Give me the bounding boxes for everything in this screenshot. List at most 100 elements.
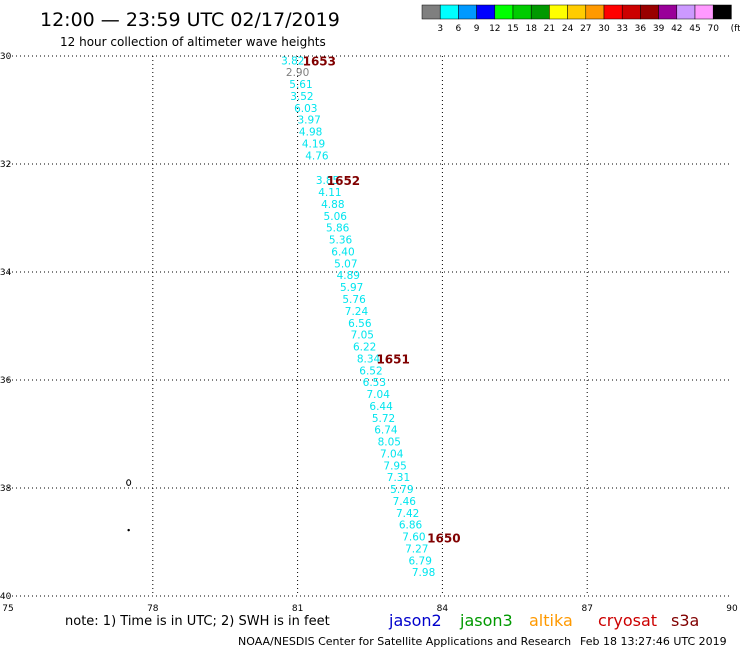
wave-height-label: 4.98 [299,127,322,139]
x-tick-label: 78 [147,604,159,614]
y-tick-label: -34 [0,268,12,278]
color-scale-swatch [439,4,459,20]
wave-height-label: 5.36 [329,235,353,247]
color-scale-swatch [585,4,605,20]
color-scale-label: 42 [671,24,682,34]
wave-height-label: 5.72 [372,413,395,425]
color-scale-swatch [476,4,496,20]
pass-time-labels: 1653 1652 1651 1650 [303,54,461,545]
wave-height-labels: 3.822.905.613.526.033.974.984.194.76 3.85… [281,55,435,579]
wave-height-label: 4.89 [337,270,360,282]
wave-height-label: 7.04 [380,448,404,460]
wave-height-label: 7.27 [405,543,428,555]
color-scale-swatch [640,4,659,20]
x-tick-label: 75 [2,604,13,614]
color-scale-label: 24 [562,24,574,34]
wave-height-label: 4.88 [321,199,344,211]
wave-height-label: 7.60 [402,532,425,544]
pass-time-label: 1650 [427,532,460,546]
x-tick-label: 81 [292,604,303,614]
pass-time-label: 1653 [303,54,336,68]
pass-time-label: 1651 [376,352,409,366]
wave-height-label: 5.97 [340,282,363,294]
color-scale-swatch [694,4,714,20]
wave-height-label: 3.82 [281,55,304,67]
wave-height-label: 6.86 [399,520,423,532]
footer-note: note: 1) Time is in UTC; 2) SWH is in fe… [65,614,330,629]
wave-height-label: 5.79 [390,484,413,496]
color-scale-swatch [494,4,514,20]
color-scale-swatch [549,4,568,20]
color-scale-swatch [676,4,696,20]
wave-height-label: 6.56 [348,318,372,330]
color-scale-label: 70 [707,24,719,34]
color-scale-swatch [512,4,532,20]
wave-height-label: 7.46 [393,496,417,508]
wave-height-label: 6.52 [359,365,382,377]
color-scale-label: 9 [474,24,480,34]
wave-height-label: 6.74 [374,425,398,437]
color-scale-label: 30 [598,24,610,34]
wave-height-label: 3.85 [316,175,339,187]
y-tick-label: -30 [0,52,12,62]
chart-title: 12:00 — 23:59 UTC 02/17/2019 [40,9,340,31]
satellite-legend: jason2 jason3 altika cryosat s3a [388,611,699,630]
color-scale-label: 21 [544,24,555,34]
color-scale-swatch [421,4,441,20]
color-scale-swatch [712,4,732,20]
pass-time-label: 1652 [327,174,360,188]
wave-height-label: 5.06 [324,211,348,223]
color-scale-label: 18 [525,24,537,34]
grid-lines [8,55,732,597]
color-scale-swatch [567,4,587,20]
wave-height-label: 6.44 [369,401,393,413]
y-tick-label: -38 [0,484,12,494]
wave-height-label: 6.03 [294,103,317,115]
footer-credit: NOAA/NESDIS Center for Satellite Applica… [238,635,571,648]
wave-height-label: 3.97 [297,115,320,127]
wave-height-label: 7.05 [351,330,374,342]
y-tick-label: -40 [0,592,12,602]
wave-height-label: 6.22 [353,342,376,354]
land-features [126,479,132,532]
wave-height-label: 5.61 [289,79,312,91]
x-tick-label: 84 [437,604,449,614]
color-scale-swatch [603,4,623,20]
color-scale-label: 15 [507,24,518,34]
wave-height-label: 8.34 [357,353,381,365]
wave-height-label: 7.98 [412,567,435,579]
wave-height-label: 2.90 [286,67,309,79]
color-scale-label: 3 [437,24,443,34]
color-scale-label: 45 [689,24,700,34]
wave-height-label: 6.40 [331,246,354,258]
color-scale-label: 39 [653,24,665,34]
legend-jason2: jason2 [388,611,442,630]
island-outline [126,479,132,486]
color-scale-swatch [621,4,641,20]
color-scale-swatch [530,4,550,20]
legend-s3a: s3a [671,611,699,630]
wave-height-label: 4.76 [305,150,329,162]
wave-height-label: 7.04 [367,389,391,401]
color-scale-label: 12 [489,24,500,34]
color-scale-swatch [658,4,678,20]
y-tick-label: -36 [0,376,12,386]
wave-height-label: 4.11 [318,187,341,199]
color-scale-swatch [458,4,477,20]
wave-height-label: 7.24 [345,306,369,318]
wave-height-label: 3.52 [290,91,313,103]
wave-height-label: 7.42 [396,508,419,520]
wave-height-label: 4.19 [302,138,325,150]
footer-timestamp: Feb 18 13:27:46 UTC 2019 [580,635,727,648]
color-scale-label: 6 [456,24,462,34]
wave-height-label: 8.05 [378,437,401,449]
color-scale-label: 36 [635,24,647,34]
x-tick-label: 87 [581,604,592,614]
axes: 75 78 81 84 87 90 -30 -32 -34 -36 -38 -40 [0,52,738,614]
color-scale-unit: (ft) [731,24,740,34]
wave-height-label: 5.76 [342,294,366,306]
wave-height-label: 5.07 [334,258,357,270]
